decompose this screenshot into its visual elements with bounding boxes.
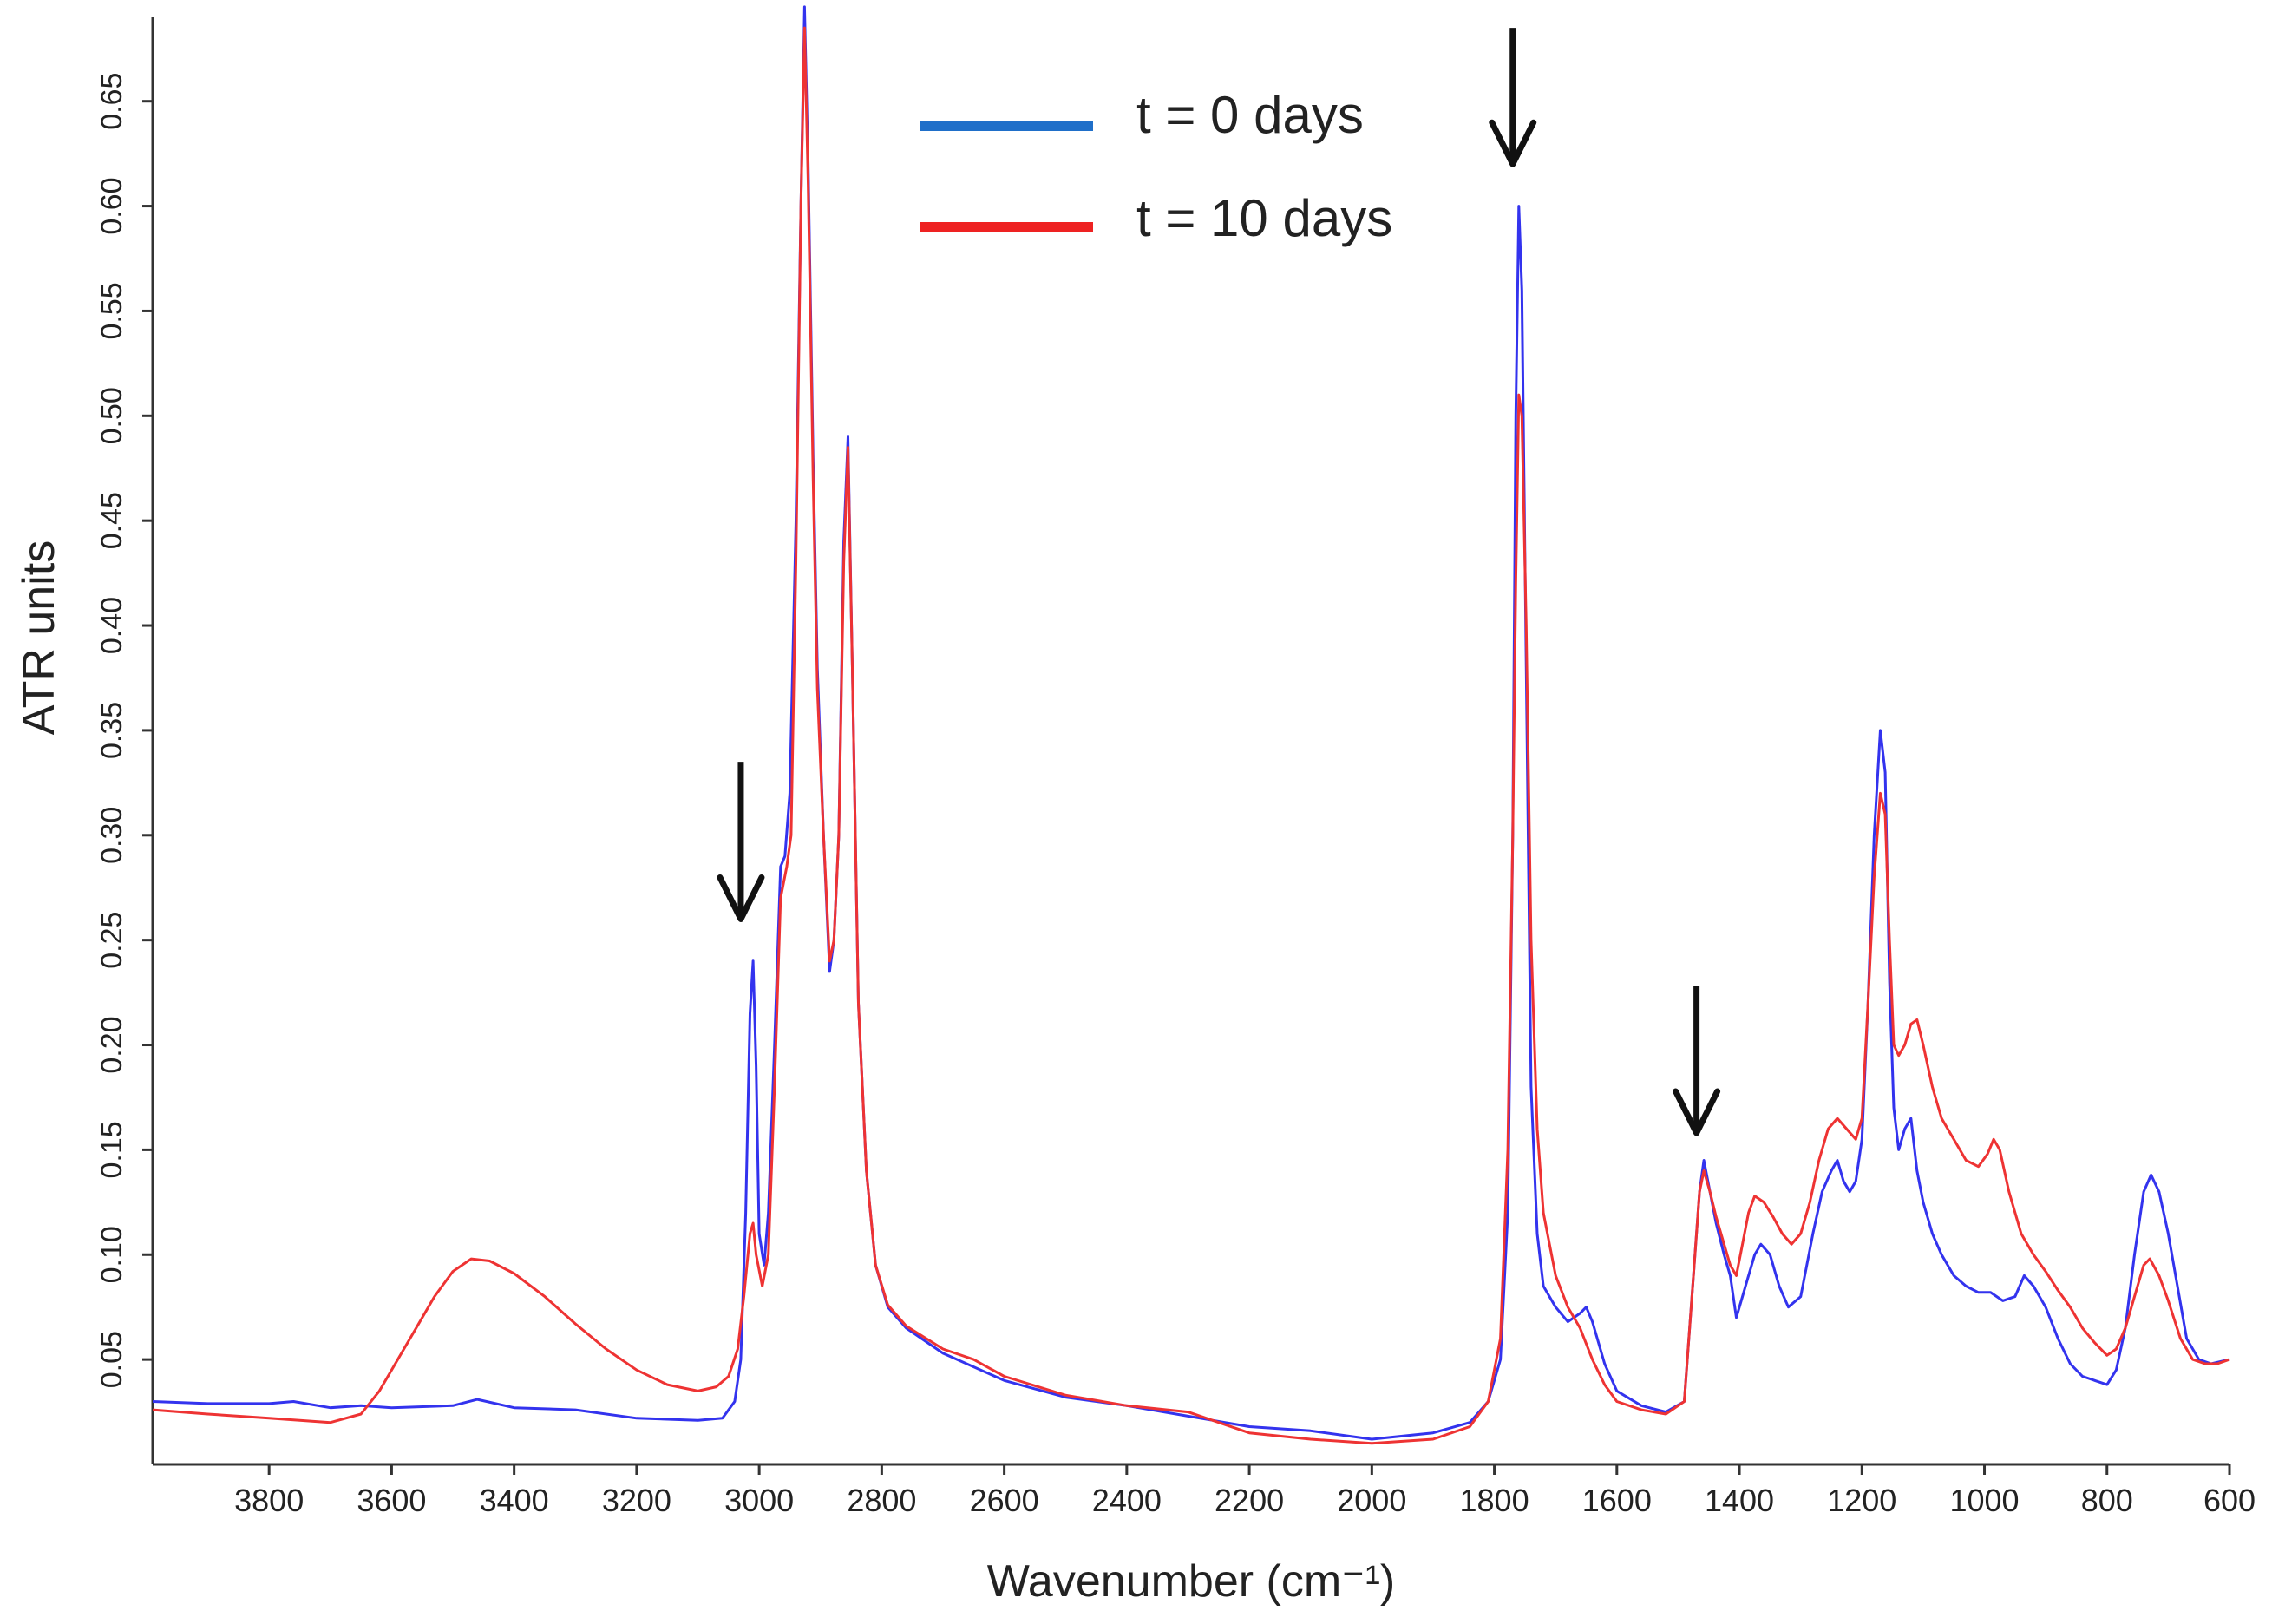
y-tick-label-2: 0.15 <box>95 1121 128 1178</box>
x-axis-title: Wavenumber (cm⁻¹) <box>987 1556 1395 1607</box>
y-tick-label-10: 0.55 <box>95 282 128 339</box>
x-tick-label-9: 2000 <box>1337 1483 1406 1518</box>
x-tick-label-5: 2800 <box>847 1483 916 1518</box>
x-tick-label-15: 800 <box>2081 1483 2133 1518</box>
x-tick-label-6: 2600 <box>970 1483 1039 1518</box>
y-tick-label-11: 0.60 <box>95 177 128 234</box>
y-tick-label-8: 0.45 <box>95 492 128 549</box>
annotation-layer <box>717 28 1721 1136</box>
x-tick-label-4: 3000 <box>724 1483 794 1518</box>
arrow-head-1 <box>1489 119 1537 167</box>
legend: t = 0 days t = 10 days <box>920 86 1392 247</box>
x-tick-label-13: 1200 <box>1827 1483 1896 1518</box>
x-tick-label-3: 3200 <box>602 1483 671 1518</box>
y-tick-label-0: 0.05 <box>95 1331 128 1388</box>
x-tick-label-7: 2400 <box>1092 1483 1162 1518</box>
x-tick-label-1: 3600 <box>357 1483 426 1518</box>
x-tick-label-2: 3400 <box>480 1483 549 1518</box>
y-tick-label-7: 0.40 <box>95 597 128 654</box>
legend-label-t10: t = 10 days <box>1136 189 1392 247</box>
x-tick-label-8: 2200 <box>1215 1483 1284 1518</box>
y-tick-label-12: 0.65 <box>95 73 128 130</box>
y-tick-label-5: 0.30 <box>95 807 128 864</box>
x-tick-label-11: 1600 <box>1582 1483 1652 1518</box>
y-ticks: 0.05 0.10 0.15 0.20 0.25 0.30 0.35 0.40 0.45 0.50… <box>95 73 153 1388</box>
x-tick-label-14: 1000 <box>1949 1483 2019 1518</box>
y-tick-label-9: 0.50 <box>95 387 128 444</box>
x-tick-label-10: 1800 <box>1460 1483 1529 1518</box>
x-tick-label-12: 1400 <box>1705 1483 1774 1518</box>
y-axis-title: ATR units <box>14 540 64 735</box>
y-tick-label-6: 0.35 <box>95 702 128 759</box>
arrow-head-0 <box>717 874 765 922</box>
series-layer <box>152 5 2230 1445</box>
y-tick-label-4: 0.25 <box>95 912 128 969</box>
y-tick-label-1: 0.10 <box>95 1226 128 1283</box>
legend-label-t0: t = 0 days <box>1136 86 1364 144</box>
x-tick-label-16: 600 <box>2203 1483 2256 1518</box>
x-tick-label-0: 3800 <box>234 1483 304 1518</box>
series-line-t10-days <box>152 26 2230 1445</box>
series-line-t0-days <box>152 5 2230 1441</box>
axes <box>151 17 2229 1466</box>
x-ticks: 3800 3600 3400 3200 3000 2800 2600 2400 2200 2000… <box>234 1464 2256 1518</box>
arrow-head-2 <box>1673 1088 1721 1136</box>
y-tick-label-3: 0.20 <box>95 1016 128 1073</box>
